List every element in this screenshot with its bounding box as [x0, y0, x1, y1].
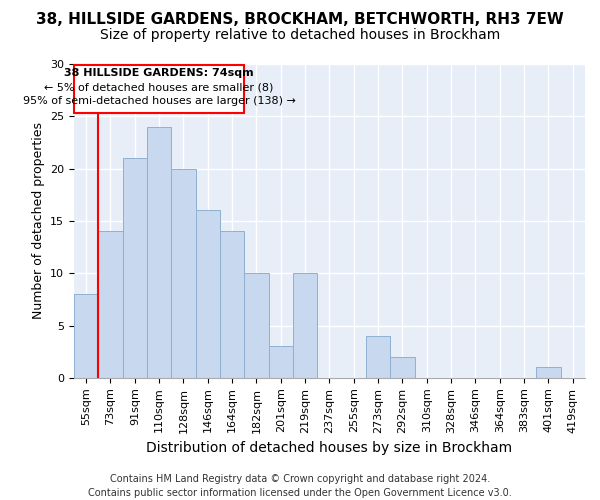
Bar	[366, 336, 391, 378]
Bar	[122, 158, 147, 378]
X-axis label: Distribution of detached houses by size in Brockham: Distribution of detached houses by size …	[146, 441, 512, 455]
Text: Size of property relative to detached houses in Brockham: Size of property relative to detached ho…	[100, 28, 500, 42]
Text: 38, HILLSIDE GARDENS, BROCKHAM, BETCHWORTH, RH3 7EW: 38, HILLSIDE GARDENS, BROCKHAM, BETCHWOR…	[36, 12, 564, 28]
Bar	[244, 273, 269, 378]
Text: 38 HILLSIDE GARDENS: 74sqm: 38 HILLSIDE GARDENS: 74sqm	[64, 68, 254, 78]
Bar	[293, 273, 317, 378]
Text: Contains HM Land Registry data © Crown copyright and database right 2024.
Contai: Contains HM Land Registry data © Crown c…	[88, 474, 512, 498]
FancyBboxPatch shape	[74, 64, 244, 113]
Bar	[196, 210, 220, 378]
Bar	[269, 346, 293, 378]
Bar	[147, 127, 171, 378]
Text: ← 5% of detached houses are smaller (8): ← 5% of detached houses are smaller (8)	[44, 82, 274, 92]
Bar	[74, 294, 98, 378]
Text: 95% of semi-detached houses are larger (138) →: 95% of semi-detached houses are larger (…	[23, 96, 296, 106]
Bar	[391, 357, 415, 378]
Y-axis label: Number of detached properties: Number of detached properties	[32, 122, 44, 320]
Bar	[536, 368, 560, 378]
Bar	[98, 232, 122, 378]
Bar	[171, 168, 196, 378]
Bar	[220, 232, 244, 378]
